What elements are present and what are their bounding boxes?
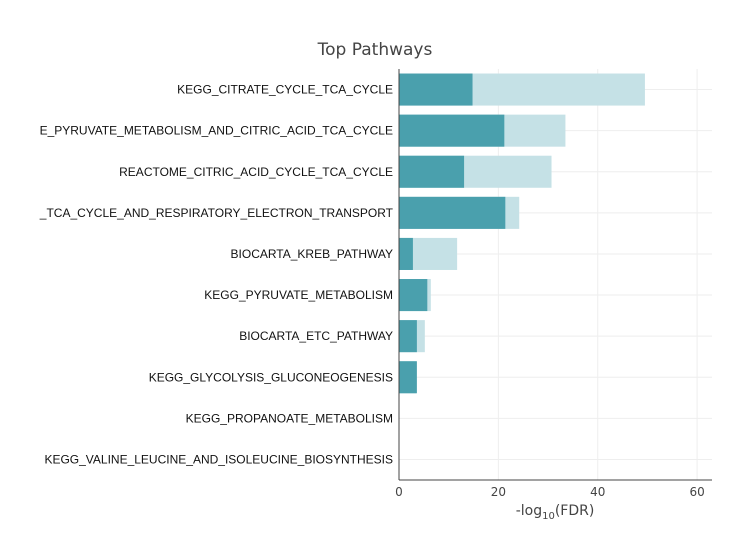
category-label: KEGG_PROPANOATE_METABOLISM xyxy=(186,411,393,425)
category-label: _TCA_CYCLE_AND_RESPIRATORY_ELECTRON_TRAN… xyxy=(39,206,394,220)
category-label: KEGG_CITRATE_CYCLE_TCA_CYCLE xyxy=(177,83,393,97)
category-label: BIOCARTA_ETC_PATHWAY xyxy=(239,329,393,343)
bar-series-2[interactable] xyxy=(399,73,473,106)
x-tick-labels: 0 20 40 60 xyxy=(395,485,705,499)
bar-series-2[interactable] xyxy=(399,114,505,147)
x-tick-label: 0 xyxy=(395,485,403,499)
category-label: KEGG_PYRUVATE_METABOLISM xyxy=(204,288,393,302)
category-label: REACTOME_CITRIC_ACID_CYCLE_TCA_CYCLE xyxy=(119,165,393,179)
bar-series-2[interactable] xyxy=(399,196,506,229)
category-label: KEGG_GLYCOLYSIS_GLUCONEOGENESIS xyxy=(149,370,393,384)
x-tick-label: 20 xyxy=(491,485,506,499)
x-tick-label: 40 xyxy=(590,485,605,499)
bar-series-2[interactable] xyxy=(399,237,413,270)
bars xyxy=(399,73,645,394)
category-label: BIOCARTA_KREB_PATHWAY xyxy=(231,247,393,261)
category-label: KEGG_VALINE_LEUCINE_AND_ISOLEUCINE_BIOSY… xyxy=(44,452,393,466)
x-axis-title: -log10(FDR) xyxy=(516,503,595,522)
category-labels: KEGG_CITRATE_CYCLE_TCA_CYCLE E_PYRUVATE_M… xyxy=(39,83,394,467)
bar-series-2[interactable] xyxy=(399,320,417,353)
chart-title: Top Pathways xyxy=(317,40,433,60)
axes xyxy=(398,69,712,481)
bar-series-2[interactable] xyxy=(399,155,465,188)
bar-series-2[interactable] xyxy=(399,279,428,312)
bar-series-2[interactable] xyxy=(399,361,417,394)
category-label: E_PYRUVATE_METABOLISM_AND_CITRIC_ACID_TC… xyxy=(40,124,393,138)
x-tick-label: 60 xyxy=(689,485,704,499)
